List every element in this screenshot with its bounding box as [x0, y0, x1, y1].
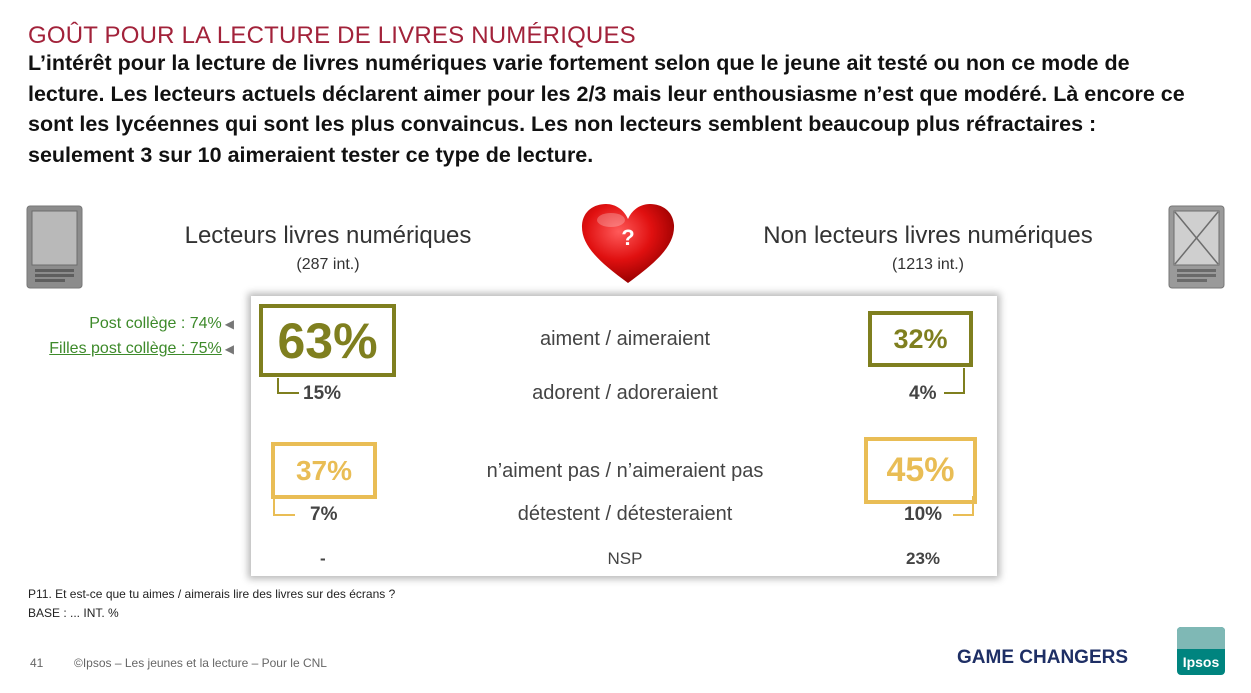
logo-text: Ipsos: [1182, 654, 1220, 670]
tagline: GAME CHANGERS: [957, 647, 1129, 668]
readers-base: (287 int.): [296, 256, 360, 273]
hate-label: détestent / détesteraient: [517, 503, 733, 525]
non-readers-hate-value: 10%: [904, 504, 943, 525]
readers-hate-value: 7%: [310, 504, 338, 525]
slide-title: GOÛT POUR LA LECTURE DE LIVRES NUMÉRIQUE…: [28, 22, 636, 49]
logo-top: [1177, 627, 1225, 649]
non-readers-like-value: 32%: [868, 311, 973, 367]
readers-adore-value: 15%: [303, 383, 342, 404]
ereader-crossed-icon: [1168, 205, 1225, 289]
nsp-label: NSP: [607, 549, 643, 568]
results-panel: [251, 296, 997, 576]
slide-intro: L’intérêt pour la lecture de livres numé…: [28, 51, 1185, 167]
heart-symbol: ?: [621, 225, 635, 250]
side-note-girls-post-college: Filles post collège : 75% ◀: [10, 340, 234, 358]
readers-like-value: 63%: [259, 304, 396, 377]
adore-label: adorent / adoreraient: [532, 382, 718, 404]
page-number: 41: [30, 656, 44, 670]
readers-nsp-value: -: [320, 549, 326, 568]
side-note-text: Post collège : 74%: [89, 315, 222, 332]
footnote-question: P11. Et est-ce que tu aimes / aimerais l…: [28, 587, 396, 601]
non-readers-nsp-value: 23%: [906, 549, 941, 568]
heart-icon: ?: [578, 203, 678, 285]
side-note-post-college: Post collège : 74% ◀: [20, 315, 234, 333]
non-readers-adore-value: 4%: [909, 383, 937, 404]
left-arrow-icon: ◀: [224, 317, 234, 331]
readers-title: Lecteurs livres numériques: [184, 222, 472, 249]
readers-dislike-value: 37%: [271, 442, 377, 499]
non-readers-dislike-value: 45%: [864, 437, 977, 504]
dislike-label: n’aiment pas / n’aimeraient pas: [486, 460, 764, 482]
non-readers-base: (1213 int.): [891, 256, 965, 273]
ipsos-logo: Ipsos: [1177, 627, 1225, 675]
footnote-base: BASE : ... INT. %: [28, 606, 119, 620]
side-note-text: Filles post collège : 75%: [49, 340, 222, 357]
ereader-icon: [26, 205, 83, 289]
copyright: ©Ipsos – Les jeunes et la lecture – Pour…: [74, 656, 327, 670]
left-arrow-icon: ◀: [224, 342, 234, 356]
like-label: aiment / aimeraient: [539, 328, 711, 350]
non-readers-title: Non lecteurs livres numériques: [763, 222, 1093, 249]
